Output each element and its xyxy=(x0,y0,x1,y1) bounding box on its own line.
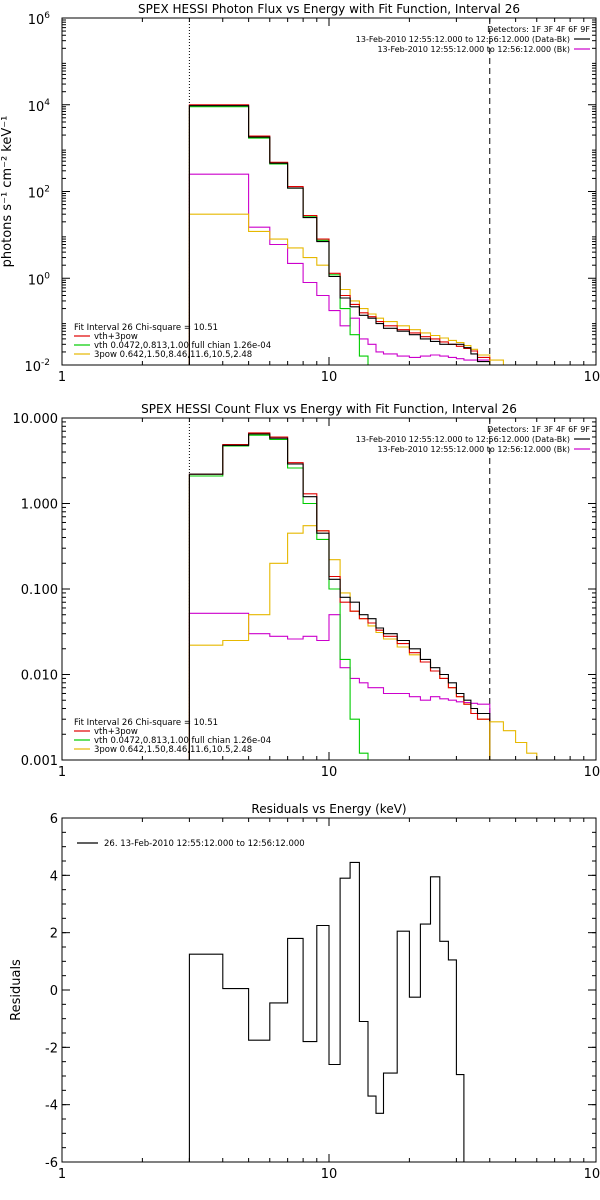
y-tick-label: 0.001 xyxy=(21,754,58,769)
legend-entry: Detectors: 1F 3F 4F 6F 9F xyxy=(487,425,590,434)
y-tick-label: 10-2 xyxy=(24,358,50,375)
y-tick-label: -6 xyxy=(45,1156,58,1171)
x-tick-label: 100 xyxy=(584,370,600,385)
y-tick-label: 4 xyxy=(50,869,58,884)
x-tick-label: 1 xyxy=(58,765,66,780)
chart-title: SPEX HESSI Photon Flux vs Energy with Fi… xyxy=(138,2,520,16)
legend-entry: Fit Interval 26 Chi-square = 10.51 xyxy=(74,718,218,728)
legend-entry: vth+3pow xyxy=(94,332,138,342)
legend-entry: 3pow 0.642,1.50,8.46,11.6,10.5,2.48 xyxy=(94,745,252,755)
legend-entry: 26. 13-Feb-2010 12:55:12.000 to 12:56:12… xyxy=(104,839,305,849)
y-tick-label: -4 xyxy=(45,1099,58,1114)
y-tick-label: 0.100 xyxy=(21,583,58,598)
data-series-4 xyxy=(188,612,491,760)
x-tick-label: 1 xyxy=(58,1167,66,1182)
x-tick-label: 100 xyxy=(584,1167,600,1182)
legend-entry: 13-Feb-2010 12:55:12.000 to 12:56:12.000… xyxy=(356,435,570,444)
legend-entry: 13-Feb-2010 12:55:12.000 to 12:56:12.000… xyxy=(377,45,570,54)
x-tick-label: 10 xyxy=(321,370,338,385)
photon-flux-panel: SPEX HESSI Photon Flux vs Energy with Fi… xyxy=(0,2,600,385)
y-tick-label: 0.010 xyxy=(21,669,58,684)
x-tick-label: 10 xyxy=(321,1167,338,1182)
x-tick-label: 1 xyxy=(58,370,66,385)
legend-entry: vth+3pow xyxy=(94,727,138,737)
y-tick-label: 1.000 xyxy=(21,498,58,513)
legend-entry: Detectors: 1F 3F 4F 6F 9F xyxy=(487,25,590,34)
legend-entry: Fit Interval 26 Chi-square = 10.51 xyxy=(74,323,218,333)
legend-entry: vth 0.0472,0.813,1.00 full chian 1.26e-0… xyxy=(94,341,271,351)
legend-entry: vth 0.0472,0.813,1.00 full chian 1.26e-0… xyxy=(94,736,271,746)
y-tick-label: 2 xyxy=(50,927,58,942)
chart-title: SPEX HESSI Count Flux vs Energy with Fit… xyxy=(141,402,517,416)
chart-title: Residuals vs Energy (keV) xyxy=(251,802,406,816)
y-tick-label: -2 xyxy=(45,1041,58,1056)
legend-entry: 3pow 0.642,1.50,8.46,11.6,10.5,2.48 xyxy=(94,350,252,360)
legend-entry: 13-Feb-2010 12:55:12.000 to 12:56:12.000… xyxy=(356,35,570,44)
y-tick-label: 100 xyxy=(28,271,51,288)
y-tick-label: 10.000 xyxy=(13,412,59,427)
y-tick-label: 104 xyxy=(28,98,51,115)
data-series-0 xyxy=(188,433,491,760)
y-axis-label: photons s⁻¹ cm⁻² keV⁻¹ xyxy=(0,116,15,268)
x-tick-label: 100 xyxy=(584,765,600,780)
count-flux-panel: SPEX HESSI Count Flux vs Energy with Fit… xyxy=(13,402,600,780)
y-tick-label: 106 xyxy=(28,11,51,28)
y-axis-label: Residuals xyxy=(9,959,24,1021)
extension-series-0 xyxy=(489,359,555,365)
plot-frame xyxy=(61,17,597,366)
legend-entry: 13-Feb-2010 12:55:12.000 to 12:56:12.000… xyxy=(377,445,570,454)
y-tick-label: 102 xyxy=(28,185,50,202)
y-tick-label: 6 xyxy=(50,812,58,827)
x-tick-label: 10 xyxy=(321,765,338,780)
data-series-0 xyxy=(188,105,491,365)
data-series-0 xyxy=(188,861,490,1162)
residuals-panel: Residuals vs Energy (keV) 1 10 100 6 4 2 0 -2 -4 -… xyxy=(9,802,600,1182)
y-tick-label: 0 xyxy=(50,984,58,999)
extension-series-0 xyxy=(489,721,555,760)
data-series-4 xyxy=(188,173,491,365)
